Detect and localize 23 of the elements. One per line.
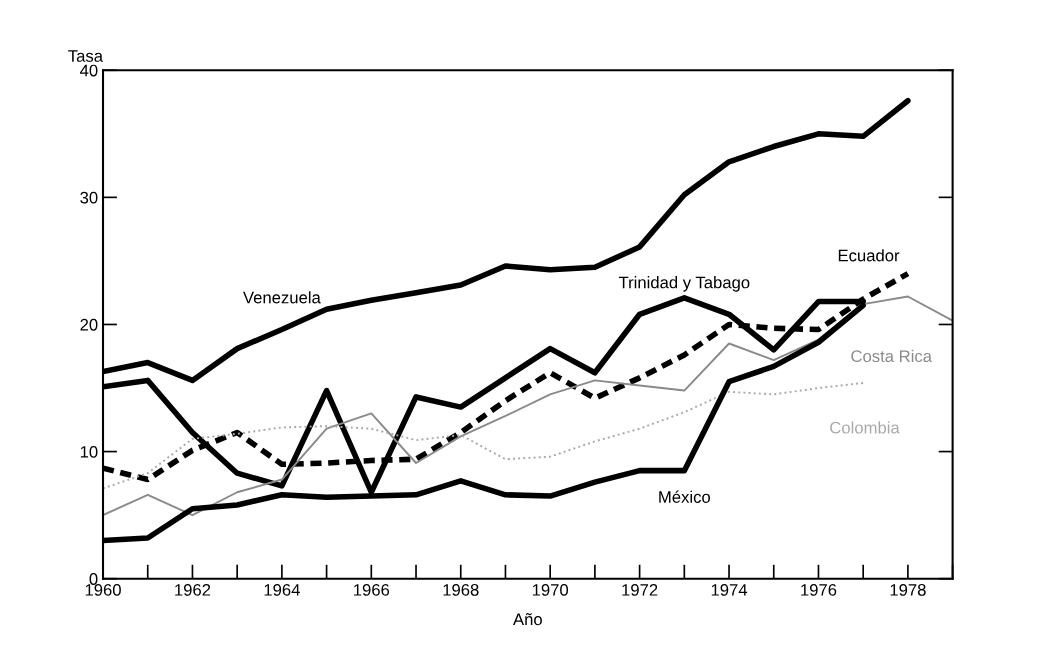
x-tick-label: 1978 [890, 583, 926, 596]
series-label: Costa Rica [851, 349, 932, 363]
x-tick-label: 1960 [85, 583, 121, 596]
y-tick-label: 10 [80, 445, 98, 458]
series-label: Venezuela [243, 291, 321, 304]
y-tick-label: 30 [80, 191, 98, 204]
y-tick-label: 20 [80, 318, 98, 331]
y-tick-label: 0 [89, 573, 98, 585]
x-tick-label: 1972 [622, 583, 658, 596]
series-label: Ecuador [838, 249, 900, 262]
x-tick-label: 1976 [801, 583, 837, 596]
series-label: Trinidad y Tabago [618, 276, 750, 292]
x-tick-label: 1962 [175, 583, 211, 596]
x-tick-label: 1970 [532, 583, 569, 596]
x-tick-label: 1974 [711, 583, 748, 596]
x-tick-label: 1968 [443, 583, 479, 596]
series-label: México [659, 490, 711, 503]
y-axis-title: Tasa [68, 50, 104, 62]
x-axis-title: Año [513, 613, 542, 626]
y-tick-label: 40 [80, 64, 98, 77]
x-tick-label: 1964 [264, 583, 300, 596]
x-tick-label: 1966 [354, 583, 390, 596]
text: Colombia [830, 421, 900, 434]
